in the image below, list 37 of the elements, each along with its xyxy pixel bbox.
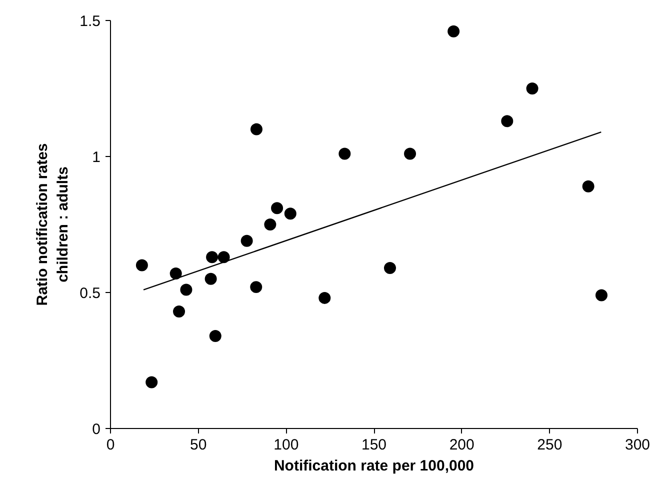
x-tick-label: 100 [274, 436, 299, 454]
point [209, 330, 222, 342]
point [264, 218, 276, 230]
y-tick-label: 0 [92, 421, 100, 438]
y-tick-label: 1 [92, 149, 100, 166]
y-tick-label: 0.5 [80, 285, 101, 302]
point [284, 208, 296, 220]
point [501, 115, 514, 128]
x-tick-label: 200 [449, 436, 474, 454]
x-axis-title: Notification rate per 100,000 [274, 458, 474, 474]
x-tick-label: 250 [537, 436, 562, 454]
point [318, 292, 331, 304]
point [250, 281, 262, 294]
point [170, 267, 182, 280]
point [384, 262, 396, 274]
point [206, 251, 218, 264]
point [240, 234, 253, 247]
point [146, 376, 158, 388]
x-tick-label: 0 [106, 436, 115, 454]
point [271, 202, 284, 214]
y-tick-label: 1.5 [80, 13, 101, 30]
point [404, 148, 416, 160]
point [173, 306, 186, 318]
point [204, 272, 217, 285]
point [526, 82, 538, 94]
point [136, 259, 148, 272]
x-tick-label: 300 [624, 436, 650, 454]
y-axis-title: Ratio notification rates children : adults [34, 143, 72, 306]
point [338, 148, 351, 160]
point [582, 180, 594, 192]
point [250, 123, 262, 136]
point [448, 25, 460, 38]
point [180, 284, 192, 296]
x-tick-label: 50 [190, 436, 207, 454]
point [218, 251, 230, 264]
x-tick-label: 150 [361, 436, 387, 454]
point [595, 289, 608, 302]
